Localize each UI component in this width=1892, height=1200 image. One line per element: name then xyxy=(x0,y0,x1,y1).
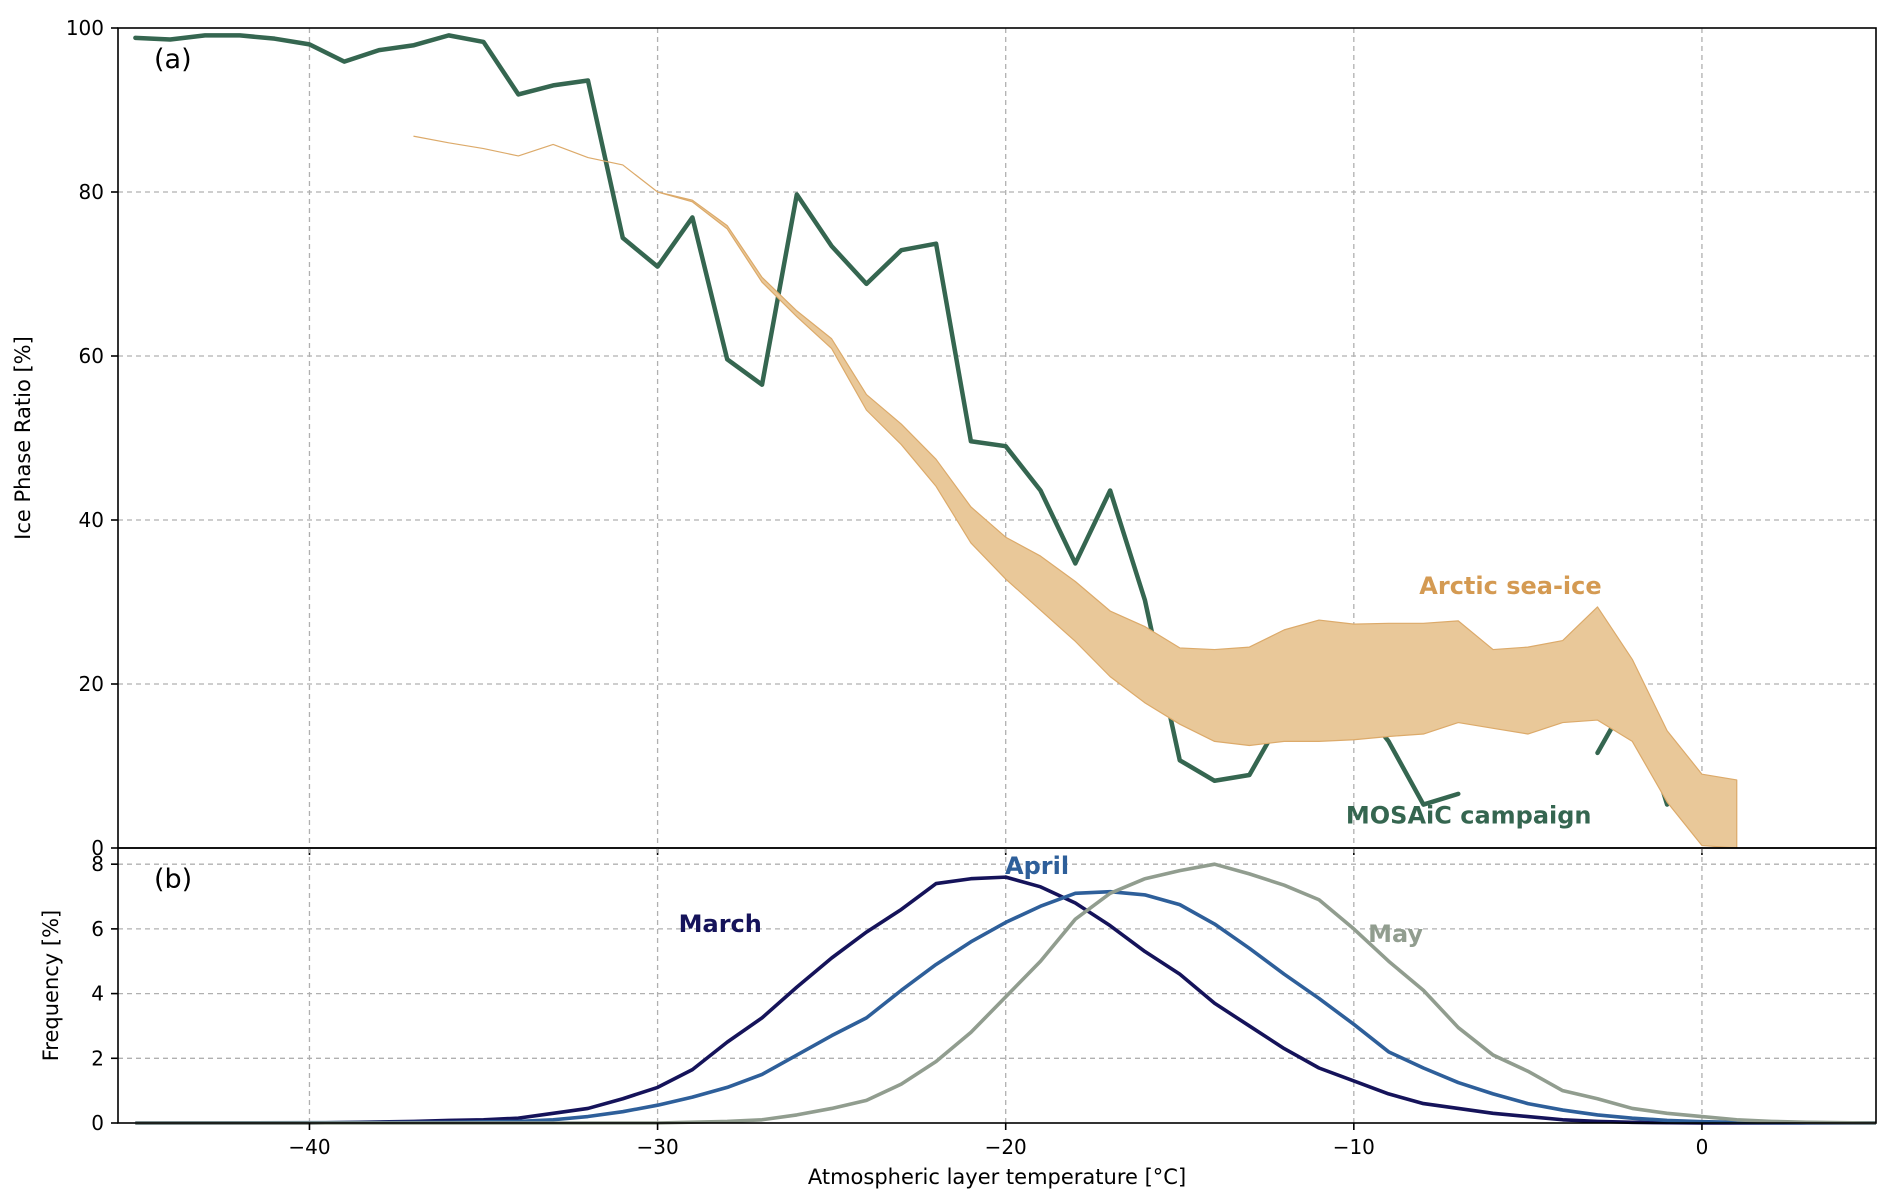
panel-label: (a) xyxy=(154,44,192,75)
frequency-panel: March April May −40 −30 −20 −10 0 0 2 4 6 8 Frequency… xyxy=(39,847,1877,1189)
x-tick-label: −10 xyxy=(1333,1135,1375,1159)
mosaic-campaign-label: MOSAiC campaign xyxy=(1346,801,1592,829)
y-tick-label: 0 xyxy=(91,1111,104,1135)
march-label: March xyxy=(679,910,762,938)
arctic-sea-ice-band xyxy=(413,135,1738,849)
march-line xyxy=(135,875,1876,1125)
y-tick-label: 40 xyxy=(79,508,104,532)
plot-frame xyxy=(117,847,1877,1124)
may-line xyxy=(135,862,1877,1125)
y-axis-label: Frequency [%] xyxy=(39,910,63,1062)
y-tick-label: 6 xyxy=(91,917,104,941)
x-tick-label: 0 xyxy=(1696,1135,1709,1159)
april-line xyxy=(135,889,1877,1125)
x-tick-label: −30 xyxy=(636,1135,678,1159)
y-tick-label: 100 xyxy=(66,16,104,40)
x-tick-label: −40 xyxy=(288,1135,330,1159)
panel-label: (b) xyxy=(154,864,192,895)
y-axis-label: Ice Phase Ratio [%] xyxy=(11,336,35,540)
x-axis-label: Atmospheric layer temperature [°C] xyxy=(808,1165,1186,1189)
y-tick-label: 2 xyxy=(91,1046,104,1070)
y-tick-label: 60 xyxy=(79,344,104,368)
x-tick-label: −20 xyxy=(985,1135,1027,1159)
y-tick-label: 4 xyxy=(91,982,104,1006)
ice-phase-ratio-panel: Arctic sea-ice MOSAiC campaign 0 20 40 60 80 10… xyxy=(11,16,1877,860)
may-label: May xyxy=(1368,920,1423,948)
mosaic-campaign-line xyxy=(133,33,1461,807)
y-tick-label: 80 xyxy=(79,180,104,204)
april-label: April xyxy=(1005,852,1069,880)
y-tick-label: 20 xyxy=(79,672,104,696)
y-tick-label: 8 xyxy=(91,852,104,876)
y-tick-label: 0 xyxy=(91,836,104,860)
arctic-sea-ice-label: Arctic sea-ice xyxy=(1419,572,1601,600)
